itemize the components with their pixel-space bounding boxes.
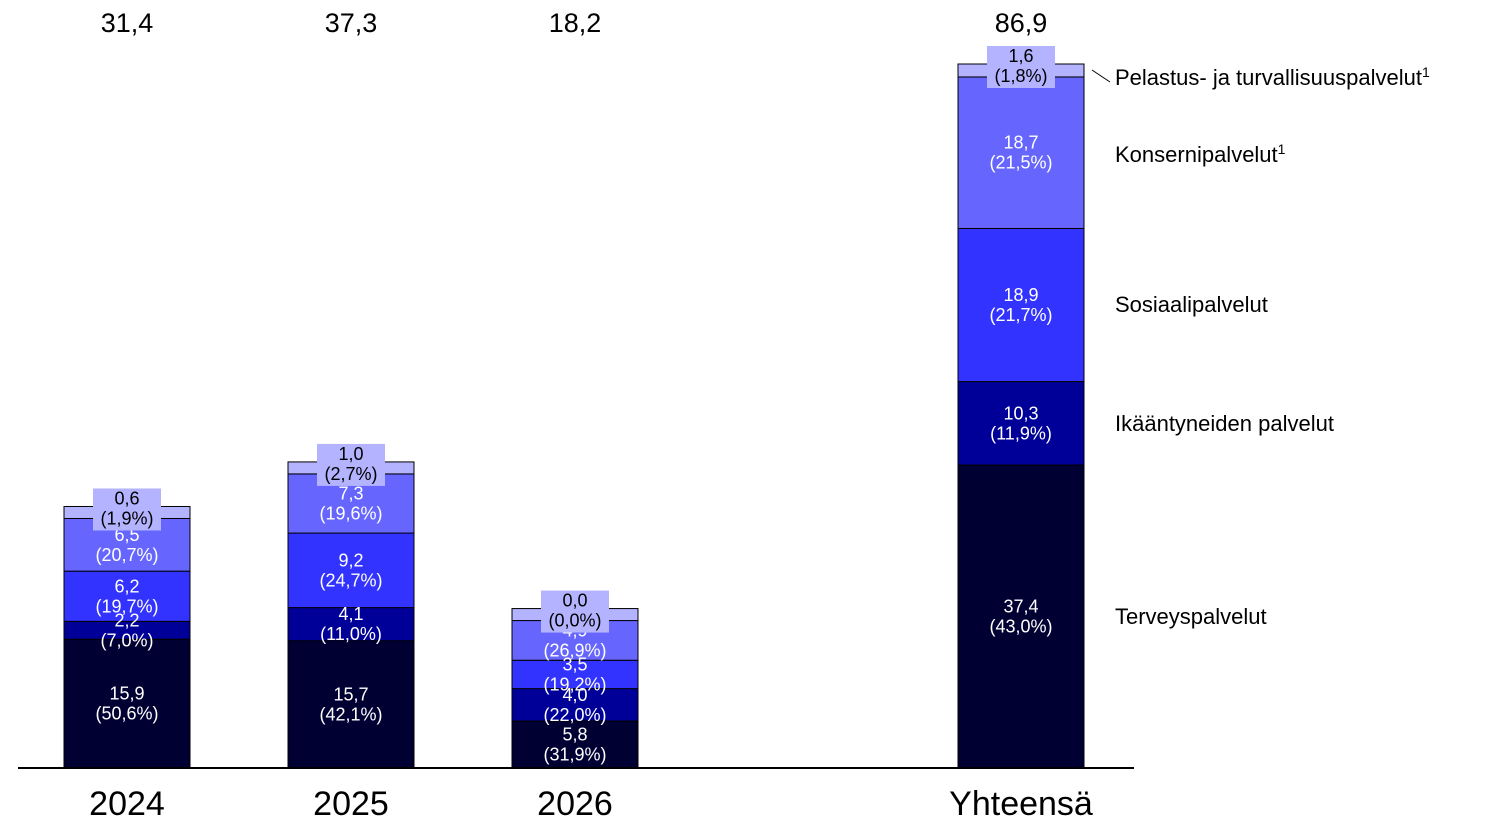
pct-label-2-4: (11,9%): [990, 423, 1052, 443]
category-label-2: 2025: [313, 785, 389, 818]
bar-segment-2-2: [287, 607, 415, 642]
pct-label-3-1: (19,7%): [95, 596, 158, 616]
legend-label-4: Konsernipalvelut1: [1115, 141, 1286, 167]
value-label-box-2: [317, 443, 385, 486]
legend-superscript-4: 1: [1278, 141, 1286, 157]
legend-superscript-5: 1: [1422, 64, 1430, 80]
pct-label-4-1: (20,7%): [95, 545, 158, 565]
legend-label-3: Sosiaalipalvelut: [1115, 292, 1268, 317]
pct-label-2-3: (22,0%): [543, 705, 606, 725]
value-label-2-3: 4,0: [562, 685, 587, 705]
value-label-3-1: 6,2: [114, 576, 139, 596]
pct-label-3-2: (24,7%): [319, 570, 382, 590]
pct-label-1-3: (31,9%): [543, 745, 606, 765]
pct-label-3-4: (21,7%): [989, 305, 1052, 325]
labels-layer: 15,9(50,6%)2,2(7,0%)6,2(19,7%)6,5(20,7%)…: [93, 8, 1055, 765]
category-labels: 2024 2025 2026 Yhteensä: [89, 785, 1093, 818]
value-label-2-4: 10,3: [1003, 403, 1038, 423]
total-label-2: 37,3: [325, 8, 378, 38]
legend: Terveyspalvelut Ikääntyneiden palvelut Sos…: [1091, 64, 1430, 629]
value-label-1-3: 5,8: [562, 725, 587, 745]
value-label-1-2: 15,7: [333, 684, 368, 704]
value-label-5-1: 0,6: [114, 488, 139, 508]
bar-segment-2-4: [957, 381, 1085, 466]
total-label-4: 86,9: [995, 8, 1048, 38]
pct-label-1-1: (50,6%): [95, 704, 158, 724]
bar-segment-4-4: [957, 76, 1085, 229]
bar-segment-3-4: [957, 227, 1085, 383]
bars-layer: [63, 63, 1085, 769]
pct-label-2-1: (7,0%): [100, 630, 153, 650]
pct-label-4-3: (26,9%): [543, 640, 606, 660]
value-label-2-2: 4,1: [338, 604, 363, 624]
pct-label-4-4: (21,5%): [989, 153, 1052, 173]
category-label-1: 2024: [89, 785, 165, 818]
value-label-2-1: 2,2: [114, 610, 139, 630]
pct-label-5-3: (0,0%): [548, 611, 601, 631]
value-label-box-1: [93, 488, 161, 531]
pct-label-3-3: (19,2%): [543, 674, 606, 694]
pct-label-1-4: (43,0%): [989, 617, 1052, 637]
total-label-3: 18,2: [549, 8, 602, 38]
pct-label-1-2: (42,1%): [319, 704, 382, 724]
pct-label-5-1: (1,9%): [100, 508, 153, 528]
legend-label-5: Pelastus- ja turvallisuuspalvelut1: [1115, 64, 1430, 90]
bar-segment-2-3: [511, 688, 639, 722]
value-label-5-2: 1,0: [338, 444, 363, 464]
value-label-1-1: 15,9: [109, 684, 144, 704]
category-label-4: Yhteensä: [949, 785, 1093, 818]
value-label-box-4: [987, 46, 1055, 88]
legend-label-2: Ikääntyneiden palvelut: [1115, 411, 1334, 436]
value-label-3-2: 9,2: [338, 550, 363, 570]
category-label-3: 2026: [537, 785, 613, 818]
pct-label-4-2: (19,6%): [319, 503, 382, 523]
value-label-4-4: 18,7: [1003, 133, 1038, 153]
value-label-5-4: 1,6: [1008, 46, 1033, 66]
bar-segment-1-4: [957, 464, 1085, 769]
bar-segment-3-3: [511, 659, 639, 690]
pct-label-5-2: (2,7%): [324, 464, 377, 484]
value-label-box-3: [541, 590, 609, 633]
value-label-1-4: 37,4: [1003, 597, 1038, 617]
value-label-3-4: 18,9: [1003, 285, 1038, 305]
legend-leader-line: [1091, 69, 1111, 83]
bar-segment-1-3: [511, 720, 639, 769]
bar-segment-1-1: [63, 638, 191, 769]
total-label-1: 31,4: [101, 8, 154, 38]
legend-label-1: Terveyspalvelut: [1115, 604, 1267, 629]
value-label-3-3: 3,5: [562, 654, 587, 674]
bar-segment-3-2: [287, 532, 415, 609]
value-label-5-3: 0,0: [562, 591, 587, 611]
pct-label-2-2: (11,0%): [320, 624, 382, 644]
pct-label-5-4: (1,8%): [994, 66, 1047, 86]
value-label-4-2: 7,3: [338, 483, 363, 503]
